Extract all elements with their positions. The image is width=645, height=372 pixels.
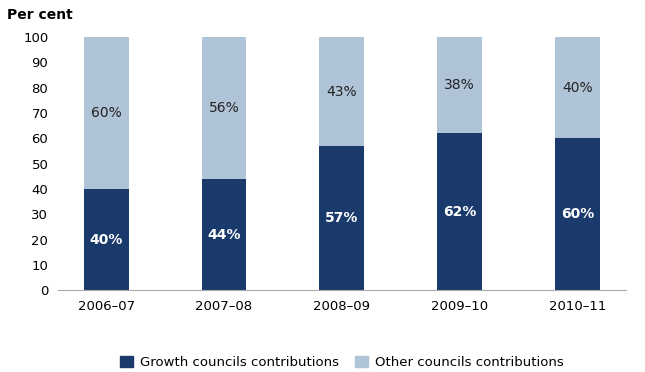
Legend: Growth councils contributions, Other councils contributions: Growth councils contributions, Other cou… [116, 352, 568, 372]
Text: 38%: 38% [444, 78, 475, 92]
Bar [319, 37, 364, 146]
Text: 44%: 44% [207, 228, 241, 241]
Text: 56%: 56% [209, 101, 239, 115]
Bar [437, 37, 482, 133]
Text: 57%: 57% [325, 211, 359, 225]
Bar [84, 189, 128, 290]
Bar [555, 138, 600, 290]
Text: 60%: 60% [561, 207, 594, 221]
Text: Per cent: Per cent [7, 8, 73, 22]
Text: 60%: 60% [91, 106, 122, 120]
Text: 40%: 40% [90, 232, 123, 247]
Bar [202, 179, 246, 290]
Text: 62%: 62% [443, 205, 477, 219]
Text: 43%: 43% [326, 84, 357, 99]
Bar [437, 133, 482, 290]
Bar [202, 37, 246, 179]
Bar [319, 146, 364, 290]
Bar [84, 37, 128, 189]
Bar [555, 37, 600, 138]
Text: 40%: 40% [562, 81, 593, 95]
